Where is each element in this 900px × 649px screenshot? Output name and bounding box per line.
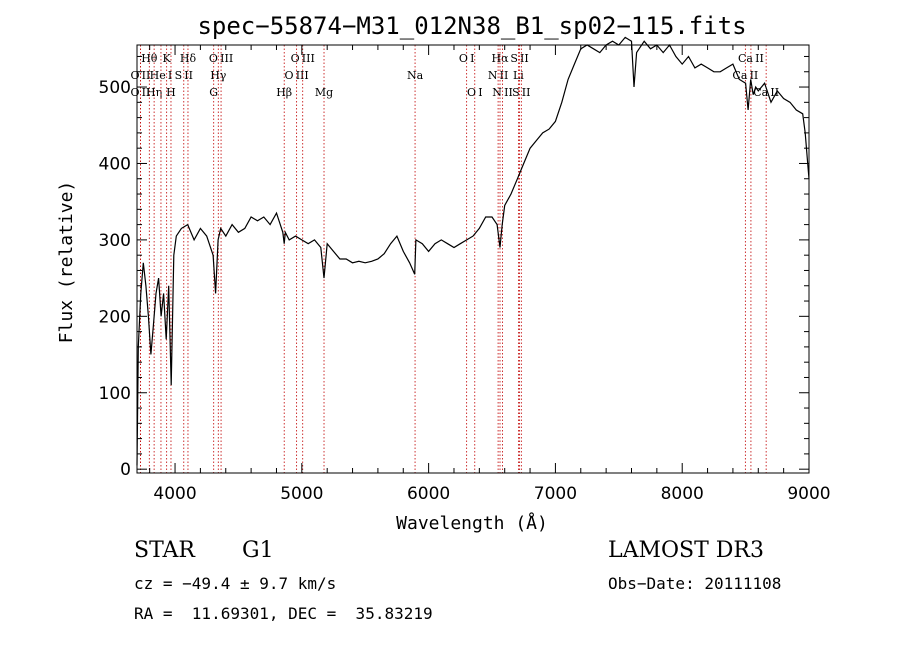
line-marker-label: O III: [284, 69, 308, 82]
x-tick-label: 9000: [787, 484, 830, 504]
star-class: G1: [242, 538, 274, 563]
line-marker-label: K: [163, 52, 172, 65]
line-marker-label: S II: [510, 52, 528, 65]
emission-line-markers: O II O II Hθ Hη He I K H S II Hδ G O III Hγ Hβ O III O…: [130, 45, 779, 473]
line-marker-label: O II: [130, 86, 150, 99]
x-tick-label: 6000: [407, 484, 450, 504]
x-tick-label: 7000: [534, 484, 577, 504]
line-marker-label: Hγ: [210, 69, 227, 82]
y-tick-label: 300: [99, 231, 131, 251]
line-marker-label: O II: [130, 69, 150, 82]
line-marker-label: H: [166, 86, 176, 99]
line-marker-label: O I: [467, 86, 483, 99]
line-marker-label: Mg: [315, 86, 333, 99]
line-marker-label: Hη: [146, 86, 162, 99]
spectrum-line: [136, 36, 810, 466]
line-marker-label: Hβ: [276, 86, 292, 99]
x-axis-label: Wavelength (Å): [396, 512, 548, 534]
line-marker-label: Li: [513, 69, 524, 82]
line-marker-label: Hδ: [180, 52, 197, 65]
survey-name: LAMOST DR3: [608, 538, 764, 563]
line-marker-label: S II: [175, 69, 193, 82]
plot-frame: [136, 44, 810, 474]
y-tick-label: 200: [99, 307, 131, 327]
line-marker-label: O I: [459, 52, 475, 65]
ra-dec-coordinates: RA = 11.69301, DEC = 35.83219: [134, 604, 433, 623]
y-tick-label: 400: [99, 154, 131, 174]
y-tick-label: 0: [120, 460, 131, 480]
line-marker-label: O III: [291, 52, 315, 65]
line-marker-label: He I: [150, 69, 173, 82]
obs-date: Obs−Date: 20111108: [608, 574, 782, 593]
y-tick-label: 100: [99, 384, 131, 404]
x-axis-ticks: 4000 5000 6000 7000 8000 9000: [149, 45, 831, 504]
line-marker-label: N II: [488, 69, 509, 82]
line-marker-label: G: [209, 86, 218, 99]
chart-title: spec−55874−M31_012N38_B1_sp02−115.fits: [197, 12, 746, 40]
line-marker-label: Hα: [491, 52, 509, 65]
x-tick-label: 4000: [153, 484, 196, 504]
line-marker-label: Ca II: [738, 52, 764, 65]
line-marker-label: Na: [407, 69, 424, 82]
redshift-value: cz = −49.4 ± 9.7 km/s: [134, 574, 337, 593]
y-axis-ticks: 0 100 200 300 400 500: [99, 55, 809, 480]
line-marker-label: N II: [492, 86, 513, 99]
y-tick-label: 500: [99, 78, 131, 98]
star-type: STAR: [134, 538, 195, 563]
line-marker-label: O III: [209, 52, 233, 65]
y-axis-label: Flux (relative): [56, 181, 77, 344]
line-marker-label: S II: [512, 86, 530, 99]
x-tick-label: 5000: [280, 484, 323, 504]
x-tick-label: 8000: [661, 484, 704, 504]
line-marker-label: Hθ: [141, 52, 158, 65]
